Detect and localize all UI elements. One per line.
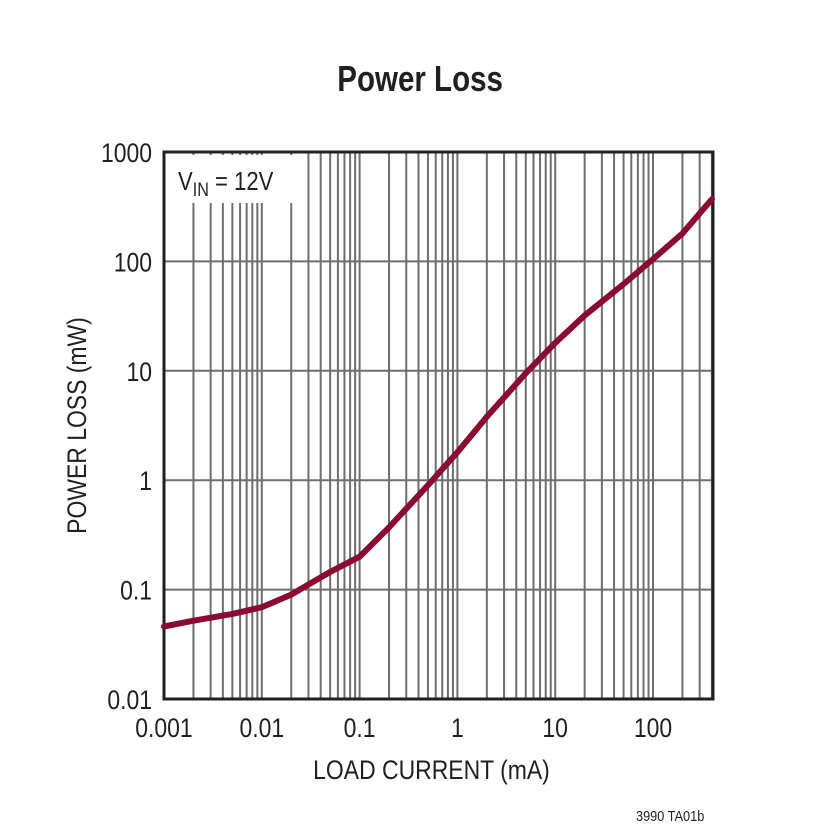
x-tick-label: 0.001 — [135, 713, 192, 743]
x-tick-label: 10 — [542, 713, 568, 743]
x-tick-label: 0.1 — [344, 713, 376, 743]
x-tick-label: 100 — [634, 713, 672, 743]
y-tick-label: 1 — [139, 466, 152, 496]
y-tick-label: 0.1 — [120, 576, 152, 606]
power-loss-curve — [161, 196, 715, 630]
y-tick-label: 10 — [126, 357, 152, 387]
chart-title: Power Loss — [337, 58, 503, 99]
annotation-vin: VIN = 12V — [178, 167, 273, 200]
x-tick-label: 1 — [451, 713, 464, 743]
x-axis-label: LOAD CURRENT (mA) — [313, 755, 550, 785]
y-tick-label: 100 — [114, 248, 152, 278]
y-axis-label: POWER LOSS (mW) — [62, 317, 92, 534]
figure-id: 3990 TA01b — [636, 808, 705, 825]
y-tick-label: 0.01 — [107, 685, 152, 715]
x-tick-label: 0.01 — [239, 713, 284, 743]
annotation-background — [166, 155, 294, 203]
plot-frame — [162, 150, 715, 701]
y-tick-label: 1000 — [101, 138, 152, 168]
